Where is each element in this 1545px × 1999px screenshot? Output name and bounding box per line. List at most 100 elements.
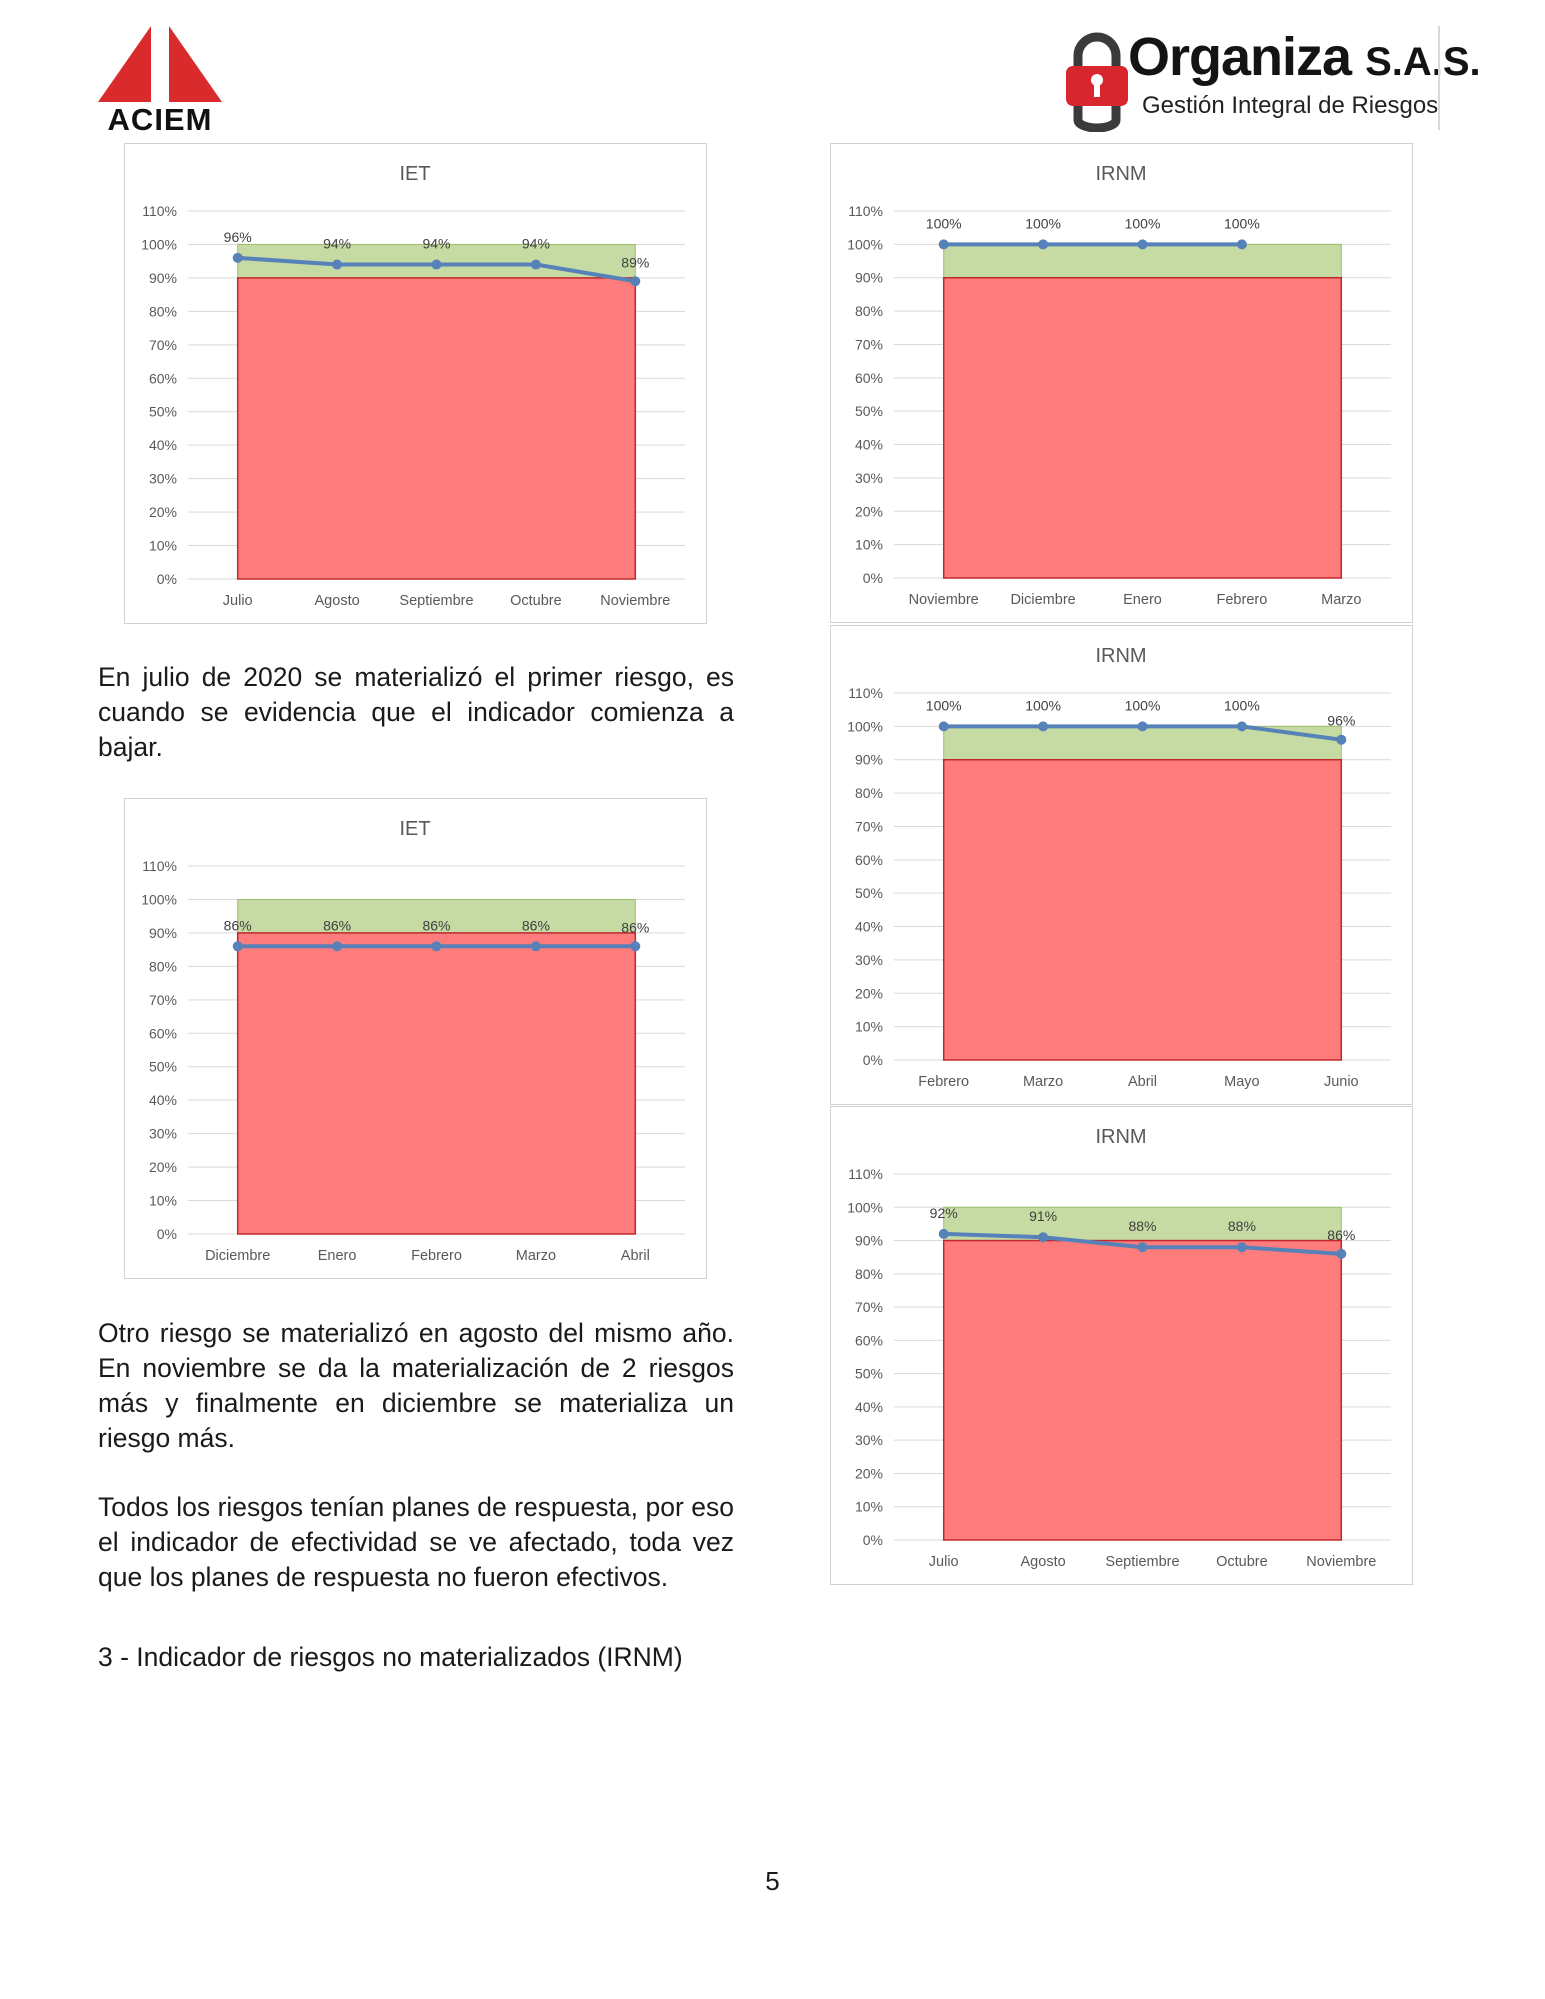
- x-tick-label: Julio: [929, 1554, 959, 1570]
- target-band-green: [943, 243, 1342, 279]
- chart-title: IET: [399, 818, 430, 840]
- data-label: 100%: [1025, 215, 1061, 231]
- padlock-icon: [1066, 32, 1128, 132]
- y-tick-label: 0%: [863, 570, 883, 586]
- y-tick-label: 10%: [855, 1019, 883, 1035]
- logo-divider: [1438, 26, 1440, 130]
- data-label: 96%: [1327, 713, 1355, 729]
- y-tick-label: 30%: [149, 1126, 177, 1142]
- data-point: [1236, 721, 1247, 732]
- aciem-triangle-icon: [98, 26, 222, 102]
- x-tick-label: Marzo: [516, 1248, 556, 1264]
- data-point: [1038, 239, 1049, 250]
- chart-irnm-2-svg: IRNM 0% 10% 20% 30% 40% 50% 60% 70% 80% 90% 100% 110…: [847, 645, 1391, 1090]
- x-tick-label: Febrero: [1217, 592, 1268, 608]
- y-tick-label: 70%: [855, 818, 883, 834]
- y-tick-label: 30%: [855, 470, 883, 486]
- chart-title: IRNM: [1095, 163, 1146, 185]
- paragraph-planes: Todos los riesgos tenían planes de respu…: [98, 1492, 734, 1592]
- risk-band-red: [942, 1239, 1343, 1541]
- data-point: [630, 276, 641, 287]
- x-tick-label: Marzo: [1023, 1074, 1063, 1090]
- y-tick-label: 50%: [855, 403, 883, 419]
- x-tick-label: Noviembre: [909, 592, 979, 608]
- data-point: [938, 239, 949, 250]
- y-tick-label: 90%: [149, 270, 177, 286]
- y-tick-label: 50%: [855, 885, 883, 901]
- chart-title: IET: [399, 163, 430, 185]
- y-tick-label: 40%: [855, 437, 883, 453]
- y-tick-label: 50%: [149, 1059, 177, 1075]
- chart-iet-2-svg: IET 0% 10% 20% 30% 40% 50% 60% 70% 80% 90% 100% 110%…: [141, 818, 685, 1264]
- x-tick-label: Agosto: [315, 593, 360, 609]
- y-tick-label: 100%: [141, 891, 177, 907]
- data-point: [530, 941, 541, 952]
- y-tick-label: 100%: [141, 236, 177, 252]
- aciem-logo: ACIEM: [98, 24, 222, 137]
- data-point: [1336, 1248, 1347, 1259]
- chart-irnm-noviembre-marzo: IRNM 0% 10% 20% 30% 40% 50% 60% 70% 80% 90% 100% 110…: [830, 143, 1413, 623]
- data-label: 100%: [1224, 697, 1260, 713]
- organiza-logo: Organiza S.A.S. Gestión Integral de Ries…: [1064, 26, 1481, 134]
- x-tick-label: Marzo: [1321, 592, 1361, 608]
- aciem-logo-text: ACIEM: [107, 102, 213, 137]
- y-tick-label: 90%: [855, 752, 883, 768]
- risk-band-red: [236, 932, 637, 1235]
- x-tick-label: Enero: [1123, 592, 1162, 608]
- y-tick-label: 40%: [855, 919, 883, 935]
- data-point: [431, 259, 442, 270]
- y-tick-label: 40%: [149, 437, 177, 453]
- y-tick-label: 70%: [855, 336, 883, 352]
- y-tick-label: 70%: [855, 1299, 883, 1315]
- y-tick-label: 80%: [855, 785, 883, 801]
- x-tick-label: Octubre: [510, 593, 562, 609]
- y-tick-label: 100%: [847, 236, 883, 252]
- y-tick-label: 60%: [149, 370, 177, 386]
- y-tick-label: 20%: [149, 504, 177, 520]
- data-point: [332, 941, 343, 952]
- data-label: 86%: [224, 917, 252, 933]
- y-tick-label: 0%: [157, 571, 177, 587]
- data-label: 86%: [422, 917, 450, 933]
- data-point: [1137, 1242, 1148, 1253]
- y-tick-label: 90%: [855, 270, 883, 286]
- y-tick-label: 10%: [149, 538, 177, 554]
- chart-title: IRNM: [1095, 1126, 1146, 1148]
- data-label: 94%: [422, 236, 450, 252]
- data-label: 100%: [1125, 215, 1161, 231]
- section-heading-irnm: 3 - Indicador de riesgos no materializad…: [98, 1642, 683, 1672]
- y-tick-label: 40%: [855, 1399, 883, 1415]
- x-tick-label: Agosto: [1021, 1554, 1066, 1570]
- data-label: 88%: [1228, 1218, 1256, 1234]
- data-point: [1236, 239, 1247, 250]
- paragraph-julio: En julio de 2020 se materializó el prime…: [98, 662, 734, 762]
- y-tick-label: 50%: [855, 1366, 883, 1382]
- data-point: [1038, 721, 1049, 732]
- y-tick-label: 20%: [855, 985, 883, 1001]
- y-tick-label: 0%: [863, 1532, 883, 1548]
- data-point: [938, 1228, 949, 1239]
- y-tick-label: 80%: [855, 303, 883, 319]
- y-tick-label: 110%: [142, 858, 177, 874]
- data-point: [630, 941, 641, 952]
- data-label: 100%: [926, 697, 962, 713]
- data-point: [431, 941, 442, 952]
- data-point: [232, 252, 243, 263]
- data-label: 91%: [1029, 1208, 1057, 1224]
- organiza-logo-suffix: S.A.S.: [1365, 40, 1481, 84]
- paragraph-agosto: Otro riesgo se materializó en agosto del…: [98, 1318, 734, 1453]
- x-tick-label: Junio: [1324, 1074, 1359, 1090]
- y-tick-label: 20%: [855, 503, 883, 519]
- y-tick-label: 0%: [863, 1052, 883, 1068]
- x-tick-label: Julio: [223, 593, 253, 609]
- y-tick-label: 80%: [149, 958, 177, 974]
- y-tick-label: 110%: [848, 1166, 883, 1182]
- y-tick-label: 100%: [847, 1199, 883, 1215]
- data-point: [232, 941, 243, 952]
- chart-irnm-febrero-junio: IRNM 0% 10% 20% 30% 40% 50% 60% 70% 80% 90% 100% 110…: [830, 625, 1413, 1105]
- data-label: 100%: [1125, 697, 1161, 713]
- y-tick-label: 90%: [149, 925, 177, 941]
- data-label: 94%: [323, 236, 351, 252]
- x-tick-label: Febrero: [411, 1248, 462, 1264]
- risk-band-red: [942, 276, 1343, 579]
